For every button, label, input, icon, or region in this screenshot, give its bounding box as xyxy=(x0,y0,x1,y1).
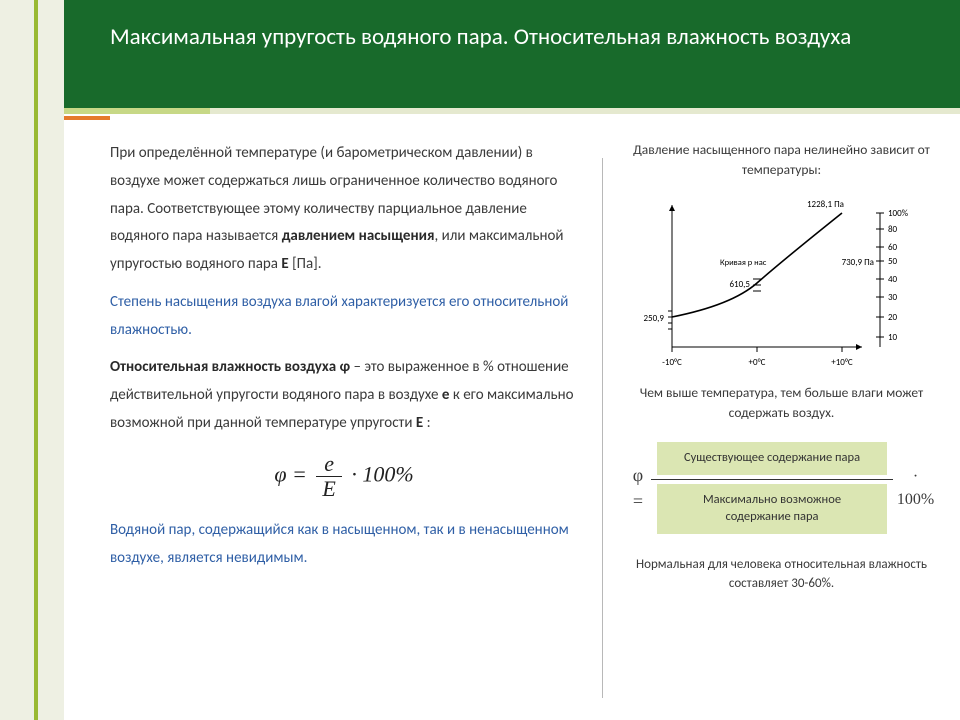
svg-text:10: 10 xyxy=(888,332,898,343)
formula-lhs: φ = xyxy=(274,461,307,486)
para-1: При определённой температуре (и барометр… xyxy=(110,140,578,279)
xtick-0: -10°C xyxy=(662,357,682,368)
yleft-0: 250,9 xyxy=(643,313,664,324)
phi-frac-line xyxy=(651,479,893,480)
phi-lhs: φ = xyxy=(627,462,649,514)
left-column: При определённой температуре (и барометр… xyxy=(110,140,578,708)
symbol-E: Е xyxy=(281,255,288,273)
phi-fraction: Существующее содержание пара Максимально… xyxy=(657,442,887,534)
xtick-2: +10°C xyxy=(831,357,853,368)
normal-humidity-note: Нормальная для человека относительная вл… xyxy=(633,556,930,594)
formula-num: e xyxy=(316,452,341,477)
slide-title: Максимальная упругость водяного пара. От… xyxy=(110,22,960,53)
svg-text:80: 80 xyxy=(888,224,898,235)
svg-text:50: 50 xyxy=(888,256,898,267)
right-pct-scale: 100% 80 60 50 40 30 20 10 xyxy=(876,208,909,343)
column-divider xyxy=(602,158,603,698)
top-label: 1228,1 Па xyxy=(807,199,844,210)
right-column: Давление насыщенного пара нелинейно зави… xyxy=(627,140,936,708)
text: [Па]. xyxy=(289,255,322,273)
formula-phi: φ = e E · 100% xyxy=(110,452,578,501)
chart-caption-bottom: Чем выше температура, тем больше влаги м… xyxy=(635,383,928,422)
slide-header: Максимальная упругость водяного пара. От… xyxy=(64,0,960,108)
svg-text:40: 40 xyxy=(888,274,898,285)
chart-caption-top: Давление насыщенного пара нелинейно зави… xyxy=(633,140,930,179)
curve-label: Кривая p нас xyxy=(720,258,767,268)
svg-text:30: 30 xyxy=(888,292,898,303)
formula-fraction: e E xyxy=(316,452,341,501)
term-saturation: давлением насыщения xyxy=(282,227,435,245)
svg-text:100%: 100% xyxy=(888,208,909,219)
header-underline xyxy=(64,108,960,114)
phi-word-formula: φ = Существующее содержание пара Максима… xyxy=(627,442,936,534)
text: : xyxy=(423,414,430,432)
svg-text:60: 60 xyxy=(888,242,898,253)
para-2: Степень насыщения воздуха влагой характе… xyxy=(110,289,578,345)
accent-bar xyxy=(64,116,110,120)
side-stripe xyxy=(0,0,64,720)
para-4: Водяной пар, содержащийся как в насыщенн… xyxy=(110,517,578,573)
saturation-curve-chart: -10°C +0°C +10°C 250,9 610,5 1228,1 Па xyxy=(632,187,932,373)
yleft-1: 610,5 xyxy=(729,279,750,290)
formula-tail: · 100% xyxy=(351,461,413,486)
term-rel-humidity: Относительная влажность воздуха φ xyxy=(110,358,350,376)
para-3: Относительная влажность воздуха φ – это … xyxy=(110,354,578,437)
content: При определённой температуре (и барометр… xyxy=(110,140,936,708)
right-side-label: 730,9 Па xyxy=(841,257,873,268)
xtick-1: +0°C xyxy=(748,357,765,368)
svg-text:20: 20 xyxy=(888,312,898,323)
phi-denominator-box: Максимально возможное содержание пара xyxy=(657,484,887,534)
phi-tail: · 100% xyxy=(895,465,936,511)
phi-numerator-box: Существующее содержание пара xyxy=(657,442,887,475)
formula-den: E xyxy=(316,477,341,501)
